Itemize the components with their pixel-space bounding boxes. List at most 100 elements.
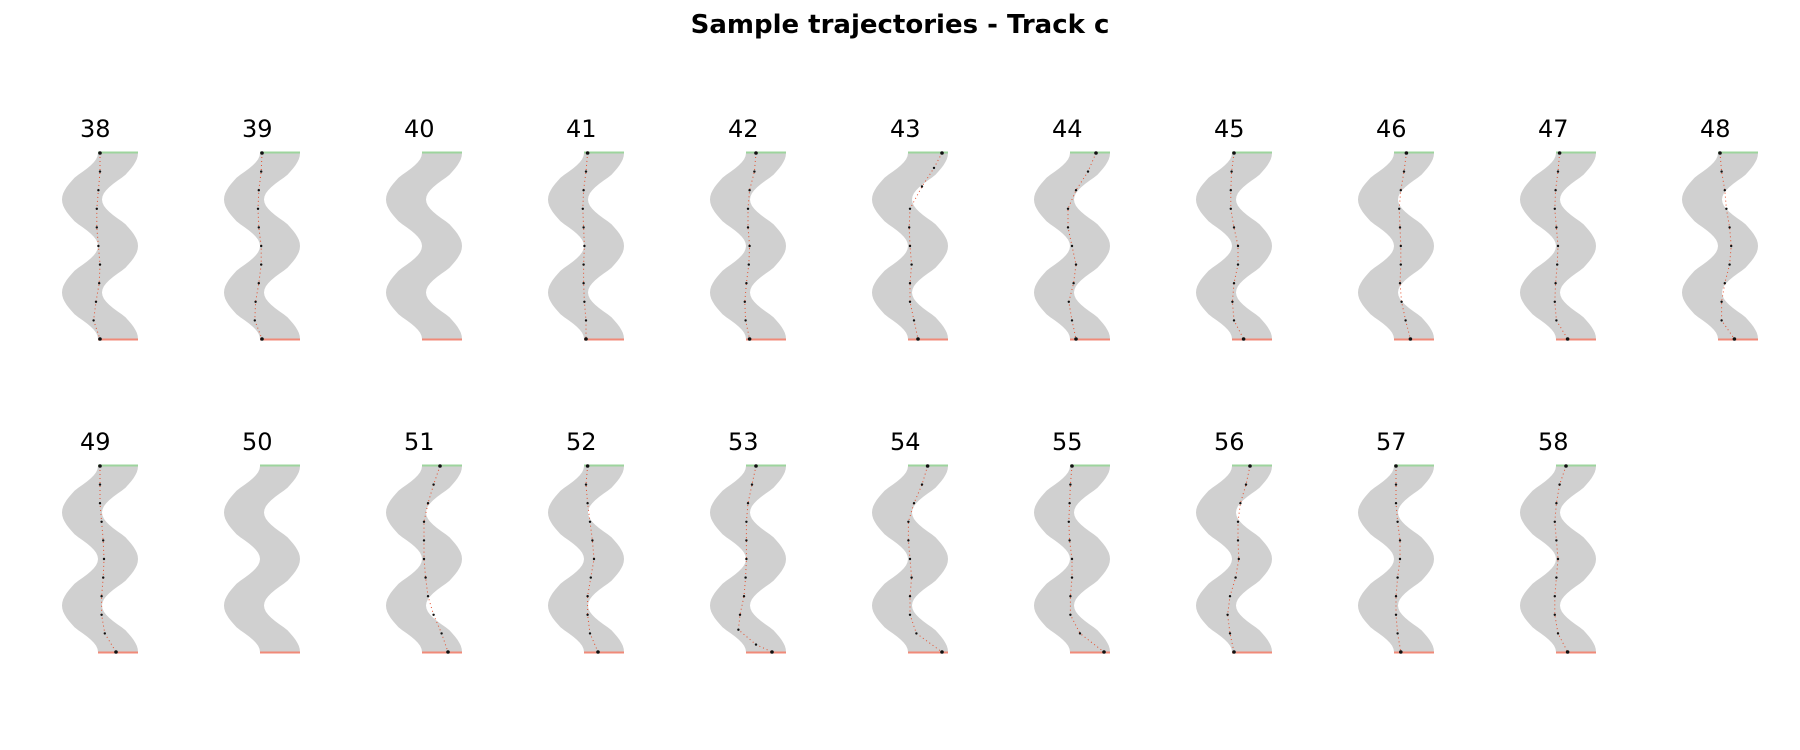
trajectory-point: [1555, 226, 1558, 229]
panel-label: 52: [566, 428, 597, 456]
track-plot: [386, 151, 462, 341]
track-plot: [1034, 151, 1110, 341]
trajectory-point: [940, 151, 944, 155]
trajectory-point: [746, 502, 750, 505]
track-plot: [1358, 151, 1434, 341]
panel-label: 39: [242, 115, 273, 143]
trajectory-point: [770, 650, 774, 654]
trajectory-point: [742, 595, 746, 598]
panel-label: 44: [1052, 115, 1083, 143]
trajectory-point: [1553, 300, 1556, 303]
trajectory-point: [1723, 282, 1726, 285]
track-shape: [386, 153, 462, 339]
track-shape: [1682, 153, 1758, 339]
trajectory-point: [1402, 170, 1406, 173]
trajectory-point: [746, 207, 750, 210]
trajectory-point: [745, 282, 748, 285]
trajectory-point: [426, 595, 430, 598]
trajectory-point: [585, 151, 590, 155]
trajectory-point: [1564, 464, 1568, 468]
trajectory-point: [908, 595, 912, 598]
trajectory-panel-39: 39: [222, 115, 332, 345]
trajectory-point: [744, 319, 747, 322]
trajectory-panel-48: 48: [1680, 115, 1790, 345]
trajectory-point: [1241, 337, 1246, 341]
trajectory-point: [1718, 151, 1722, 155]
trajectory-point: [98, 337, 102, 341]
trajectory-point: [908, 244, 912, 248]
trajectory-point: [583, 244, 586, 248]
trajectory-point: [424, 576, 427, 579]
trajectory-path: [1719, 152, 1735, 340]
trajectory-panel-40: 40: [384, 115, 494, 345]
trajectory-point: [1070, 576, 1074, 579]
trajectory-point: [1554, 189, 1557, 192]
trajectory-point: [912, 319, 916, 322]
trajectory-point: [747, 263, 750, 266]
trajectory-point: [1404, 151, 1409, 155]
trajectory-point: [1236, 244, 1240, 248]
trajectory-point: [98, 263, 102, 266]
trajectory-path: [423, 465, 449, 653]
track-shape: [1358, 466, 1434, 652]
trajectory-point: [1232, 282, 1236, 285]
trajectory-point: [1069, 483, 1072, 486]
trajectory-panel-45: 45: [1194, 115, 1304, 345]
trajectory-point: [1554, 282, 1557, 285]
trajectory-point: [1070, 464, 1074, 468]
track-plot: [710, 151, 786, 341]
trajectory-point: [103, 632, 106, 635]
panel-label: 38: [80, 115, 111, 143]
trajectory-point: [1555, 502, 1558, 505]
trajectory-point: [1232, 319, 1236, 322]
panel-label: 47: [1538, 115, 1569, 143]
trajectory-point: [1237, 557, 1240, 561]
trajectory-path: [744, 152, 757, 340]
trajectory-point: [260, 263, 263, 266]
panel-label: 45: [1214, 115, 1245, 143]
trajectory-point: [1404, 319, 1407, 322]
trajectory-point: [102, 557, 106, 561]
trajectory-point: [1229, 207, 1232, 210]
panel-label: 43: [890, 115, 921, 143]
trajectory-point: [1399, 189, 1402, 192]
trajectory-point: [586, 613, 589, 616]
trajectory-point: [908, 226, 911, 229]
trajectory-point: [422, 520, 426, 523]
trajectory-point: [584, 319, 588, 322]
trajectory-point: [753, 170, 756, 173]
trajectory-point: [745, 520, 748, 523]
trajectory-point: [102, 539, 105, 542]
trajectory-point: [1396, 520, 1399, 523]
track-shape: [710, 466, 786, 652]
trajectory-point: [1231, 300, 1234, 303]
panel-label: 49: [80, 428, 111, 456]
trajectory-point: [582, 189, 585, 192]
track-plot: [872, 464, 948, 654]
trajectory-point: [908, 300, 912, 303]
trajectory-point: [748, 244, 751, 248]
track-plot: [1196, 151, 1272, 341]
trajectory-point: [1232, 650, 1236, 654]
panel-label: 48: [1700, 115, 1731, 143]
trajectory-point: [1720, 319, 1723, 322]
trajectory-panel-50: 50: [222, 428, 332, 658]
trajectory-point: [1234, 576, 1237, 579]
trajectory-point: [1236, 263, 1240, 266]
trajectory-path: [1230, 152, 1245, 340]
trajectory-point: [908, 207, 912, 210]
trajectory-point: [1398, 539, 1402, 542]
trajectory-point: [254, 300, 257, 303]
trajectory-point: [100, 595, 103, 598]
trajectory-point: [1072, 282, 1075, 285]
trajectory-point: [582, 226, 585, 229]
track-plot: [62, 151, 138, 341]
trajectory-point: [1720, 300, 1723, 303]
trajectory-point: [1394, 502, 1398, 505]
trajectory-point: [426, 502, 430, 505]
trajectory-point: [1074, 337, 1078, 341]
trajectory-point: [582, 263, 585, 266]
trajectory-path: [1068, 465, 1105, 653]
trajectory-point: [256, 207, 260, 210]
